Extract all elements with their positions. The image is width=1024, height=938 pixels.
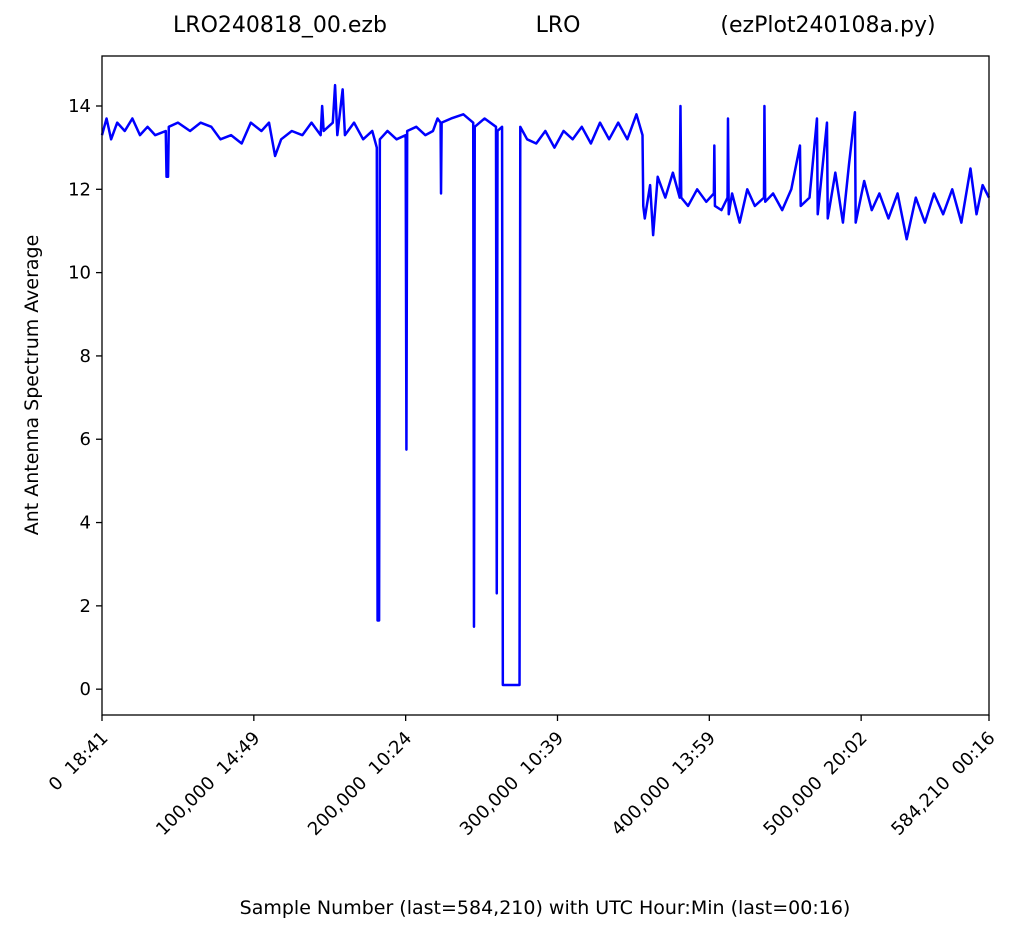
y-tick-label: 10 [68, 263, 91, 284]
y-tick-label: 0 [80, 679, 91, 700]
title-right: (ezPlot240108a.py) [720, 13, 935, 38]
y-tick-label: 6 [80, 429, 91, 450]
y-tick-label: 14 [68, 96, 91, 117]
x-tick-label: 100,000 14:49 [152, 728, 264, 840]
x-tick-label: 584,210 00:16 [887, 728, 999, 840]
x-tick-label: 200,000 10:24 [304, 728, 416, 840]
title-left: LRO240818_00.ezb [173, 13, 387, 38]
y-axis-label: Ant Antenna Spectrum Average [21, 235, 43, 536]
x-tick-label: 300,000 10:39 [456, 728, 568, 840]
x-tick-label: 0 18:41 [45, 728, 113, 796]
x-tick-label: 400,000 13:59 [608, 728, 720, 840]
y-tick-label: 12 [68, 179, 91, 200]
x-tick-label: 500,000 20:02 [759, 728, 871, 840]
data-line [100, 83, 991, 687]
y-tick-label: 2 [80, 596, 91, 617]
y-tick-label: 4 [80, 513, 91, 534]
axes-frame [101, 55, 990, 716]
title-center: LRO [536, 13, 581, 38]
y-tick-label: 8 [80, 346, 91, 367]
x-axis-label: Sample Number (last=584,210) with UTC Ho… [240, 897, 851, 919]
